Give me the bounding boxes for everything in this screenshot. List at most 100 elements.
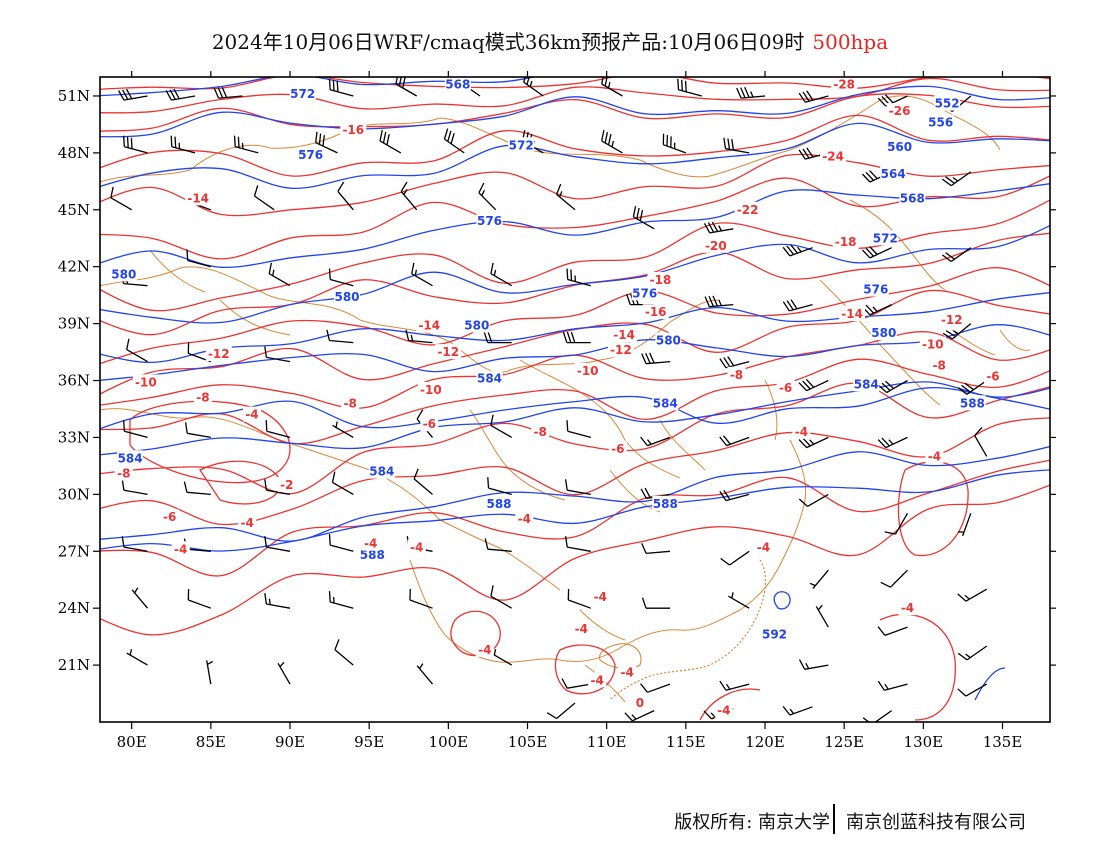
map-title: 2024年10月06日WRF/cmaq模式36km预报产品:10月06日09时 5… (0, 26, 1100, 55)
temperature-contour-label: -12 (437, 345, 459, 359)
height-contour-label-bg (117, 450, 144, 466)
height-contour-label-bg (110, 266, 137, 282)
wind-barb-feather (570, 331, 576, 343)
wind-barb-staff (329, 339, 354, 344)
wind-barb-half-feather (888, 439, 894, 445)
wind-barb (877, 94, 908, 107)
temperature-contour-label: -8 (534, 425, 547, 439)
wind-barb-staff (874, 710, 893, 722)
temperature-contour-label: -18 (650, 273, 672, 287)
wind-barb-feather (328, 534, 331, 546)
temperature-contour-label: -6 (611, 442, 624, 456)
temperature-contour-line (100, 77, 1050, 90)
boundary-line (659, 419, 706, 471)
height-contour-label: 584 (653, 396, 678, 410)
wind-barb (957, 588, 988, 602)
wind-barb-feather (402, 77, 406, 89)
wind-barb-feather (782, 301, 790, 312)
temperature-contour-label: -12 (208, 347, 230, 361)
wind-barb-feather (802, 148, 810, 159)
wind-barb-feather (712, 295, 718, 307)
wind-barb-staff (647, 683, 671, 693)
wind-barb (379, 129, 402, 154)
wind-barb-staff (567, 546, 591, 552)
temperature-contour-label-bg (193, 389, 212, 405)
wind-barb-half-feather (403, 189, 408, 195)
wind-barb (720, 550, 750, 566)
wind-barb-feather (641, 543, 647, 554)
wind-barb (624, 710, 655, 722)
height-contour-label: 576 (863, 283, 888, 297)
x-tick-label: 130E (904, 733, 944, 751)
wind-barb-staff (266, 489, 291, 496)
y-tick-label: 39N (58, 315, 90, 333)
x-tick-label: 80E (117, 733, 147, 751)
x-tick-label: 105E (508, 733, 548, 751)
temperature-contour-label-bg (531, 423, 550, 439)
wind-barb (862, 710, 893, 722)
wind-barb (564, 479, 591, 496)
boundary-line (819, 279, 941, 406)
wind-barb-feather (328, 268, 331, 280)
wind-barb-feather (123, 135, 125, 147)
temperature-contour-line (100, 358, 1050, 445)
wind-barb-feather (881, 95, 890, 105)
wind-barb-feather (723, 137, 727, 149)
wind-barb (546, 702, 576, 720)
height-contour-label-bg (486, 495, 512, 511)
wind-barb-staff (379, 140, 402, 154)
wind-barb-feather (881, 437, 890, 447)
temperature-contour-label-bg (642, 304, 669, 320)
wind-barb (640, 436, 671, 447)
wind-barb-feather (640, 436, 648, 447)
height-contour-label-bg (289, 86, 316, 102)
height-contour-label-bg (334, 289, 360, 305)
wind-barb-feather (684, 80, 687, 92)
wind-barb-feather (880, 581, 891, 588)
height-contour-label-bg (652, 495, 679, 511)
wind-barb (782, 299, 813, 312)
wind-barb (395, 77, 418, 97)
height-contour-label-bg (655, 332, 682, 348)
wind-barb (126, 338, 148, 363)
temperature-contour-line (554, 644, 616, 695)
wind-barb (877, 626, 908, 637)
wind-barb-staff (490, 595, 513, 609)
temperature-contour-label-bg (702, 237, 729, 253)
height-contour-label: 588 (653, 497, 678, 511)
height-contour-line (100, 77, 537, 97)
wind-barb-feather (798, 439, 808, 449)
temperature-contour-line (100, 114, 1050, 177)
temperature-contour-label: -4 (478, 643, 491, 657)
temperature-contour-label: -8 (196, 391, 209, 405)
wind-barb (110, 186, 133, 211)
wind-barb-feather (884, 531, 896, 535)
temperature-contour-label-bg (898, 600, 917, 616)
x-tick-label: 85E (196, 733, 226, 751)
temperature-contour-line (129, 400, 291, 484)
wind-barb (815, 604, 829, 628)
wind-barb-feather (523, 77, 526, 83)
wind-barb-feather (130, 137, 133, 149)
wind-barb (957, 513, 972, 537)
wind-barb-staff (416, 665, 433, 685)
temperature-contour-label-bg (754, 539, 773, 555)
wind-barb-feather (416, 409, 424, 420)
wind-barb-staff (806, 436, 829, 449)
wind-barb-staff (601, 83, 623, 97)
wind-barb (877, 436, 908, 449)
wind-barb (567, 588, 592, 609)
height-contour-label-bg (886, 139, 913, 155)
wind-barb (332, 421, 354, 438)
wind-barb-feather (798, 498, 808, 507)
temperature-contour-line (100, 289, 1050, 395)
wind-barb-feather (941, 178, 952, 187)
wind-barb-feather (645, 352, 651, 364)
wind-barb-feather (121, 479, 125, 491)
wind-barb-feather (719, 358, 727, 369)
height-contour-label: 588 (360, 548, 385, 562)
height-contour-label-bg (872, 230, 899, 246)
temperature-contour-label: -4 (594, 590, 607, 604)
temperature-contour-label-bg (340, 122, 367, 138)
boundary-line (579, 609, 626, 641)
